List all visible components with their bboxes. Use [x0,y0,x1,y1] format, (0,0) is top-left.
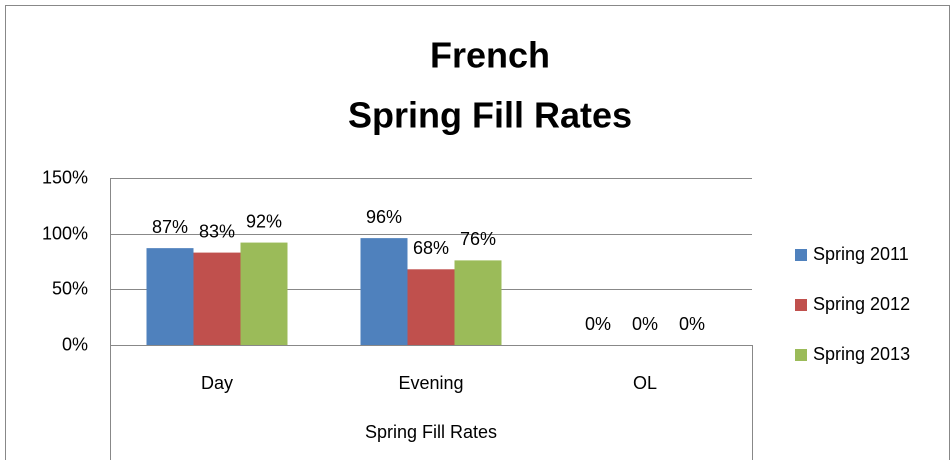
y-tick-label: 100% [42,223,88,243]
chart-border [5,5,950,460]
bar [360,238,408,345]
bar [407,269,455,345]
y-tick-label: 50% [52,278,88,298]
data-label: 68% [413,238,449,258]
y-tick-label: 0% [62,334,88,354]
y-tick-label: 150% [42,167,88,187]
legend-swatch [795,299,807,311]
data-label: 92% [246,211,282,231]
legend-swatch [795,249,807,261]
data-label: 0% [632,314,658,334]
data-label: 0% [585,314,611,334]
x-tick-label: Evening [398,373,463,393]
legend-label: Spring 2013 [813,344,910,364]
data-label: 0% [679,314,705,334]
data-label: 83% [199,221,235,241]
legend-label: Spring 2011 [813,244,909,264]
chart-title: French [430,35,550,76]
bar [454,260,502,345]
chart-title: Spring Fill Rates [348,95,632,136]
bar [146,248,194,345]
data-label: 87% [152,217,188,237]
legend-label: Spring 2012 [813,294,910,314]
bar [240,242,288,345]
x-tick-label: OL [633,373,657,393]
data-label: 96% [366,207,402,227]
legend-swatch [795,349,807,361]
x-tick-label: Day [201,373,233,393]
bar [193,252,241,345]
data-label: 76% [460,229,496,249]
x-axis-label: Spring Fill Rates [365,422,497,442]
